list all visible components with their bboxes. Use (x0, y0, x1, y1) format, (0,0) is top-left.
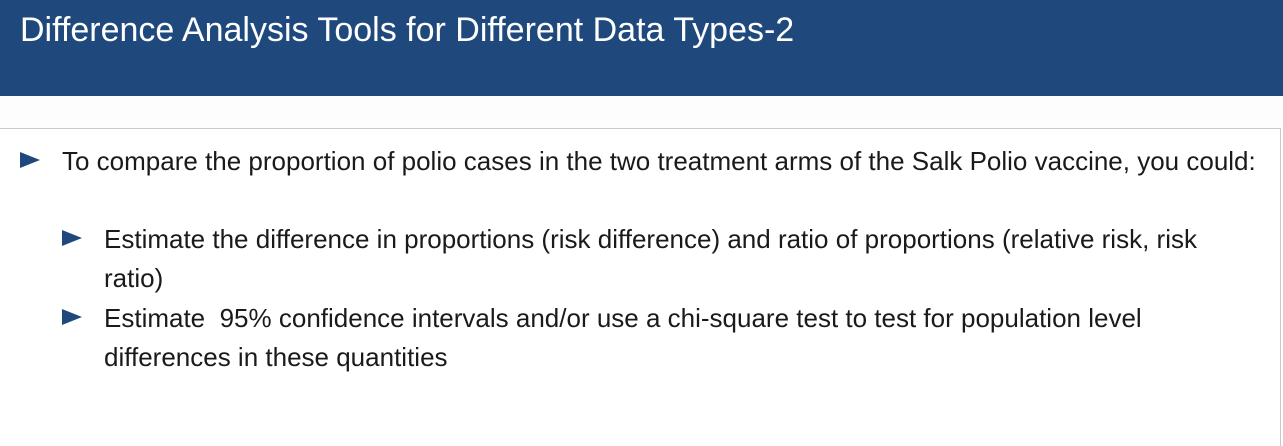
triangle-bullet-icon (62, 230, 82, 246)
content-box (0, 128, 1281, 446)
title-bar: Difference Analysis Tools for Different … (0, 0, 1283, 96)
slide-title: Difference Analysis Tools for Different … (20, 11, 795, 49)
bullet-text: To compare the proportion of polio cases… (62, 146, 1256, 176)
triangle-bullet-icon (62, 309, 82, 325)
sub-bullet-item: Estimate 95% confidence intervals and/or… (62, 299, 1272, 377)
sub-bullet-item: Estimate the difference in proportions (… (62, 220, 1262, 298)
triangle-bullet-icon (20, 152, 40, 168)
sub-bullet-text: Estimate the difference in proportions (… (104, 224, 1197, 293)
bullet-item: To compare the proportion of polio cases… (20, 142, 1260, 181)
sub-bullet-text: Estimate 95% confidence intervals and/or… (104, 303, 1149, 372)
